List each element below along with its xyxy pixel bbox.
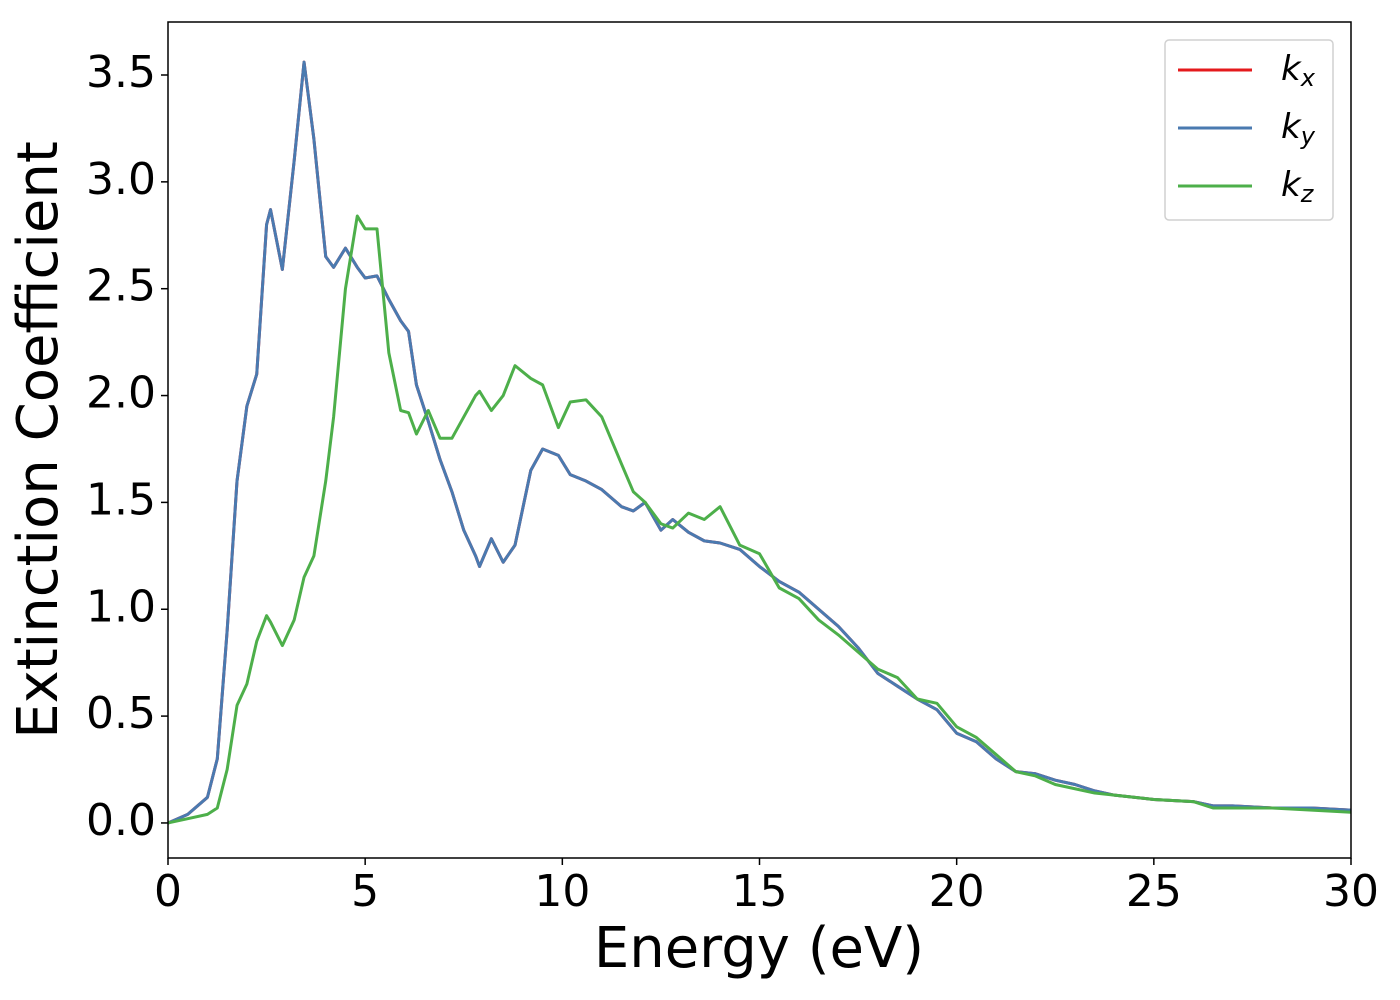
y-tick-label: 3.0: [86, 154, 156, 205]
legend-label: kz: [1281, 165, 1315, 209]
plot-frame: [167, 21, 1352, 859]
y-tick-label: 1.0: [86, 581, 156, 632]
y-tick-label: 3.5: [86, 47, 156, 98]
legend-label: kx: [1281, 49, 1316, 93]
x-tick-label: 20: [929, 866, 985, 917]
y-tick-label: 1.5: [86, 474, 156, 525]
x-tick-label: 25: [1126, 866, 1182, 917]
x-tick-label: 0: [154, 866, 182, 917]
x-axis-label: Energy (eV): [594, 916, 924, 981]
series-line: [168, 214, 1351, 825]
legend-box: [1164, 39, 1334, 221]
y-tick-label: 2.5: [86, 261, 156, 312]
y-tick-label: 0.0: [86, 795, 156, 846]
x-tick-label: 5: [351, 866, 379, 917]
x-tick-label: 30: [1323, 866, 1379, 917]
y-tick-label: 2.0: [86, 368, 156, 419]
y-axis-label: Extinction Coefficient: [6, 141, 71, 739]
x-tick-label: 15: [732, 866, 788, 917]
x-tick-label: 10: [534, 866, 590, 917]
legend-label: ky: [1281, 107, 1316, 151]
y-tick-label: 0.5: [86, 688, 156, 739]
